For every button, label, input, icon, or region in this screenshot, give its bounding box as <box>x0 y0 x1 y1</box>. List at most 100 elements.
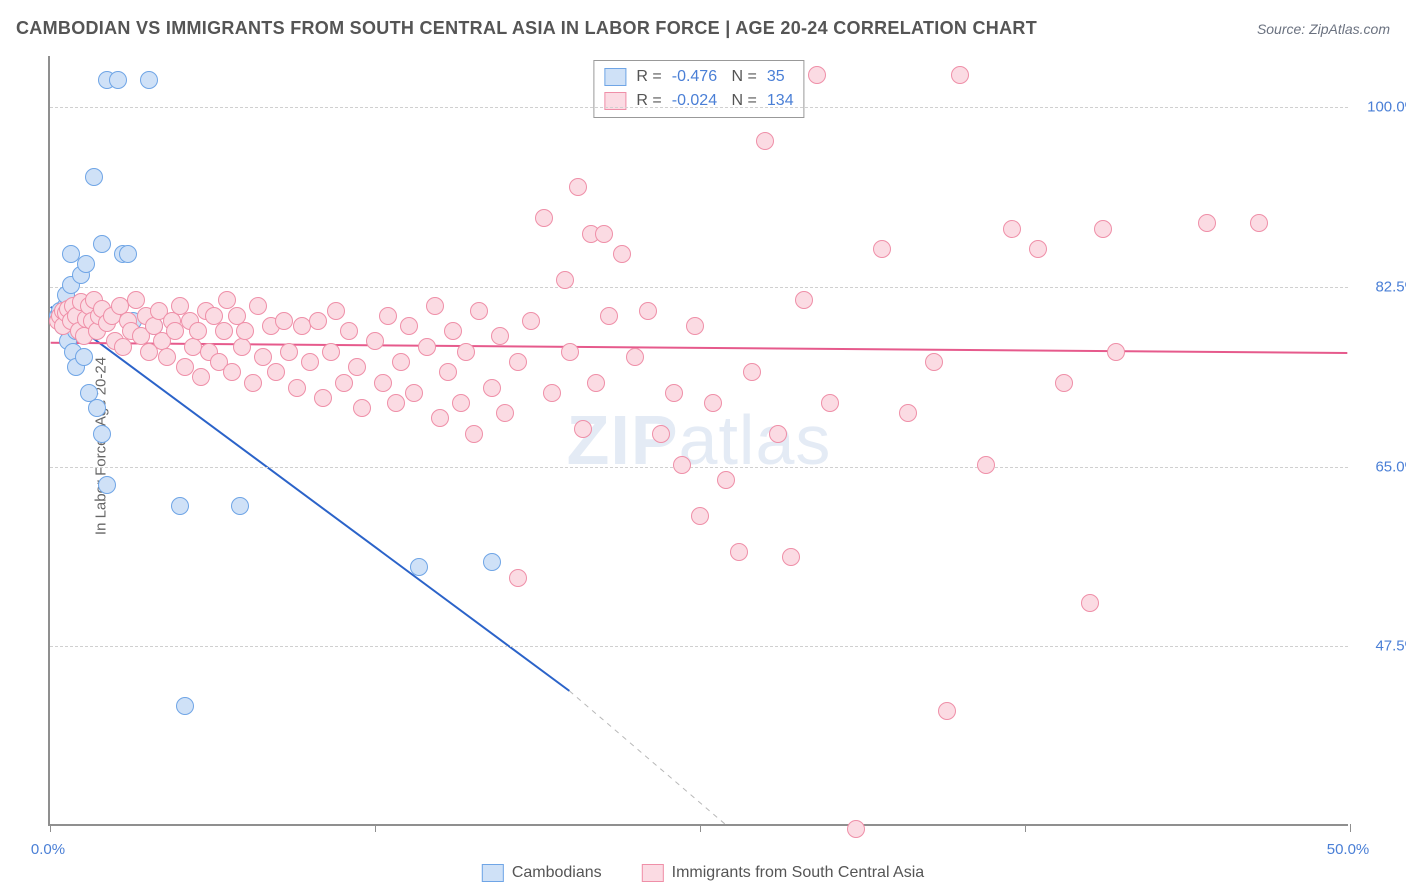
source-label: Source: ZipAtlas.com <box>1257 21 1390 37</box>
data-point <box>166 322 184 340</box>
swatch-icon <box>604 68 626 86</box>
data-point <box>1029 240 1047 258</box>
data-point <box>665 384 683 402</box>
x-tick <box>1025 824 1026 832</box>
data-point <box>496 404 514 422</box>
correlation-legend: R = -0.476 N = 35 R = -0.024 N = 134 <box>593 60 804 118</box>
y-tick-label: 47.5% <box>1358 638 1406 655</box>
data-point <box>176 697 194 715</box>
grid-line <box>50 467 1348 468</box>
data-point <box>322 343 340 361</box>
data-point <box>93 425 111 443</box>
grid-line <box>50 646 1348 647</box>
data-point <box>444 322 462 340</box>
data-point <box>795 291 813 309</box>
data-point <box>452 394 470 412</box>
legend-label: Immigrants from South Central Asia <box>672 864 925 882</box>
data-point <box>756 132 774 150</box>
bottom-legend: Cambodians Immigrants from South Central… <box>482 864 924 882</box>
grid-line <box>50 287 1348 288</box>
data-point <box>280 343 298 361</box>
x-tick-label: 0.0% <box>31 841 65 858</box>
data-point <box>509 353 527 371</box>
data-point <box>109 71 127 89</box>
data-point <box>340 322 358 340</box>
data-point <box>75 348 93 366</box>
data-point <box>470 302 488 320</box>
data-point <box>1250 214 1268 232</box>
data-point <box>288 379 306 397</box>
data-point <box>119 245 137 263</box>
chart-title: CAMBODIAN VS IMMIGRANTS FROM SOUTH CENTR… <box>16 18 1037 39</box>
corr-r-label: R = <box>636 65 661 89</box>
data-point <box>491 327 509 345</box>
corr-n-label: N = <box>727 65 757 89</box>
data-point <box>249 297 267 315</box>
data-point <box>77 255 95 273</box>
data-point <box>730 543 748 561</box>
y-tick-label: 82.5% <box>1358 279 1406 296</box>
data-point <box>977 456 995 474</box>
data-point <box>366 332 384 350</box>
swatch-icon <box>482 864 504 882</box>
data-point <box>426 297 444 315</box>
data-point <box>691 507 709 525</box>
data-point <box>410 558 428 576</box>
corr-n-label: N = <box>727 89 757 113</box>
title-bar: CAMBODIAN VS IMMIGRANTS FROM SOUTH CENTR… <box>16 18 1390 39</box>
data-point <box>938 702 956 720</box>
data-point <box>309 312 327 330</box>
x-tick <box>1350 824 1351 832</box>
data-point <box>327 302 345 320</box>
data-point <box>821 394 839 412</box>
data-point <box>379 307 397 325</box>
data-point <box>673 456 691 474</box>
data-point <box>569 178 587 196</box>
data-point <box>98 476 116 494</box>
data-point <box>951 66 969 84</box>
data-point <box>847 820 865 838</box>
data-point <box>353 399 371 417</box>
data-point <box>314 389 332 407</box>
data-point <box>769 425 787 443</box>
data-point <box>587 374 605 392</box>
data-point <box>1003 220 1021 238</box>
data-point <box>215 322 233 340</box>
data-point <box>704 394 722 412</box>
data-point <box>652 425 670 443</box>
data-point <box>522 312 540 330</box>
data-point <box>189 322 207 340</box>
data-point <box>85 168 103 186</box>
data-point <box>418 338 436 356</box>
data-point <box>93 235 111 253</box>
data-point <box>267 363 285 381</box>
data-point <box>1198 214 1216 232</box>
data-point <box>639 302 657 320</box>
data-point <box>171 497 189 515</box>
data-point <box>899 404 917 422</box>
data-point <box>1094 220 1112 238</box>
data-point <box>231 497 249 515</box>
data-point <box>431 409 449 427</box>
data-point <box>158 348 176 366</box>
corr-r-label: R = <box>636 89 661 113</box>
data-point <box>808 66 826 84</box>
data-point <box>405 384 423 402</box>
data-point <box>275 312 293 330</box>
data-point <box>233 338 251 356</box>
swatch-icon <box>642 864 664 882</box>
data-point <box>626 348 644 366</box>
data-point <box>686 317 704 335</box>
data-point <box>1055 374 1073 392</box>
y-tick-label: 100.0% <box>1358 99 1406 116</box>
watermark: ZIPatlas <box>567 400 832 480</box>
data-point <box>613 245 631 263</box>
data-point <box>1081 594 1099 612</box>
legend-item-1: Immigrants from South Central Asia <box>642 864 925 882</box>
plot-area: ZIPatlas R = -0.476 N = 35 R = -0.024 N … <box>48 56 1348 826</box>
data-point <box>556 271 574 289</box>
data-point <box>236 322 254 340</box>
data-point <box>400 317 418 335</box>
data-point <box>192 368 210 386</box>
data-point <box>140 71 158 89</box>
